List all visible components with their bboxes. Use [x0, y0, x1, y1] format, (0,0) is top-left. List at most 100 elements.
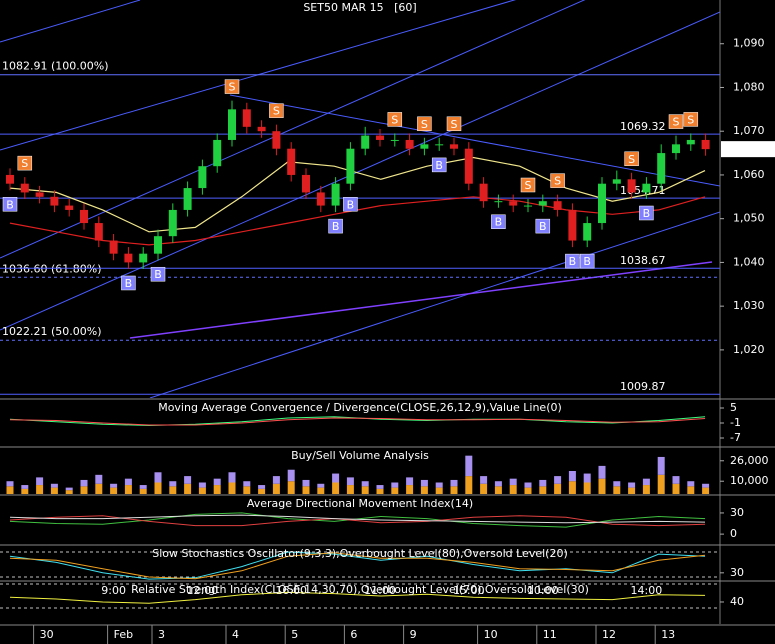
volume-bar — [169, 481, 177, 487]
volume-bar — [450, 486, 458, 494]
volume-bar — [509, 478, 517, 486]
volume-bar — [317, 487, 325, 494]
signal-box — [491, 214, 506, 229]
volume-bar — [539, 486, 547, 494]
volume-bar — [346, 477, 354, 486]
volume-bar — [361, 481, 369, 487]
candle-body — [346, 148, 355, 184]
x-tick-label: 30 — [40, 628, 54, 641]
volume-bar — [139, 485, 147, 489]
volume-bar — [657, 456, 665, 475]
y-tick-label: 1,050 — [733, 212, 765, 225]
volume-bar — [539, 479, 547, 487]
volume-bar — [6, 481, 14, 487]
volume-bar — [702, 487, 710, 494]
panel-title: SET50 MAR 15 [60] — [303, 1, 416, 14]
panel: 30 Slow Stochastics Oscillator(9,3,3),Ove… — [0, 547, 744, 580]
candle-body — [35, 192, 44, 197]
y-tick-label: 26,000 — [730, 454, 769, 467]
signal-label: S — [421, 118, 428, 131]
signal-label: B — [569, 255, 577, 268]
volume-bar — [465, 476, 473, 494]
candle-body — [50, 196, 59, 206]
x-tick-label: 4 — [232, 628, 239, 641]
candle-body — [124, 253, 133, 263]
volume-bar — [36, 485, 44, 494]
signal-box — [520, 177, 536, 193]
volume-bar — [524, 487, 532, 494]
volume-bar — [124, 478, 132, 486]
plot-area — [0, 551, 720, 580]
signal-box — [387, 112, 403, 127]
signal-box — [565, 253, 580, 269]
candle-body — [672, 144, 680, 154]
volume-bar — [198, 482, 206, 488]
volume-bar — [154, 482, 162, 494]
x-tick-label: Feb — [114, 628, 133, 641]
volume-bar — [21, 488, 29, 494]
candle-body — [538, 201, 547, 206]
candle-body — [183, 188, 192, 210]
plot-area: 1082.91 (100.00%) 1036.60 (61.80%) 1022.21… — [0, 60, 720, 395]
volume-bar — [124, 485, 132, 494]
indicator-line — [9, 591, 706, 604]
volume-bar — [80, 479, 88, 487]
candle-body — [494, 201, 503, 203]
channel-lines — [0, 0, 720, 398]
signal-box — [328, 218, 343, 234]
x-tick-label: 13 — [661, 628, 675, 641]
candle-body — [242, 109, 251, 127]
volume-bar — [258, 488, 266, 494]
trend-line — [0, 0, 586, 259]
candle-body — [450, 144, 458, 149]
indicator-line — [9, 514, 706, 524]
volume-bar — [480, 476, 488, 484]
volume-bar — [376, 488, 384, 494]
candle-body — [405, 139, 414, 149]
signal-label: S — [273, 105, 280, 118]
indicator-line — [9, 417, 706, 426]
volume-bar — [228, 482, 236, 494]
indicator-line — [9, 552, 706, 580]
volume-bar — [598, 478, 606, 494]
signal-label: B — [495, 216, 503, 229]
signal-box — [431, 157, 447, 173]
candle-body — [420, 144, 429, 149]
volume-bar — [465, 455, 473, 477]
panel: 30 0 Average Directional Movement Index(14… — [9, 497, 744, 540]
y-tick-label: 1,090 — [733, 37, 765, 50]
panel: 1082.91 (100.00%) 1036.60 (61.80%) 1022.21… — [0, 1, 775, 395]
trend-line — [0, 0, 141, 43]
candle-body — [80, 209, 88, 224]
price-annotation: 1038.67 — [620, 254, 666, 267]
signal-label: B — [347, 198, 355, 211]
volume-bar — [568, 481, 576, 494]
volume-bar — [420, 486, 428, 494]
panel-title: Relative Strength Index(CLOSE,14,30,70),… — [131, 583, 589, 596]
signal-label: B — [643, 207, 651, 220]
signal-label: S — [525, 179, 532, 192]
signal-box — [550, 173, 565, 188]
y-tick-label: 1,070 — [733, 124, 765, 137]
candle-body — [686, 139, 695, 145]
panel-title: Moving Average Convergence / Divergence(… — [158, 401, 562, 414]
x-tick-label: 3 — [158, 628, 165, 641]
candle-body — [568, 209, 577, 241]
candle-body — [168, 209, 177, 237]
candle-body — [657, 153, 666, 184]
time-label: 10:00 — [527, 584, 559, 597]
volume-bar — [272, 476, 280, 484]
x-tick-label: 10 — [484, 628, 498, 641]
volume-bar — [450, 479, 458, 487]
y-tick-label: 40 — [730, 595, 744, 608]
price-annotation: 1009.87 — [620, 380, 666, 393]
y-tick-label: 0 — [730, 527, 737, 540]
volume-bar — [642, 478, 650, 486]
volume-bar — [169, 486, 177, 494]
volume-bar — [494, 481, 502, 487]
last-price-box — [721, 141, 775, 158]
candle-body — [94, 223, 103, 241]
signal-box — [446, 116, 462, 132]
y-tick-label: 10,000 — [730, 474, 769, 487]
